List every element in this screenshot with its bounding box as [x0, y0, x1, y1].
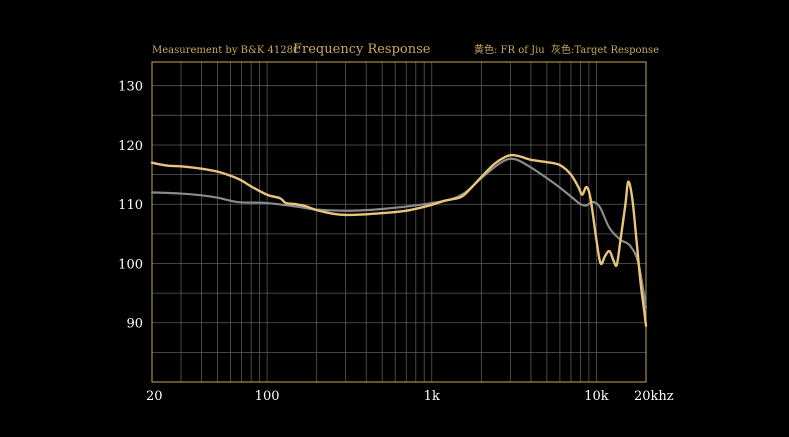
x-tick-label: 100 — [255, 389, 280, 404]
x-tick-label: 20 — [146, 389, 163, 404]
series-line-target-response — [150, 157, 648, 310]
series-group — [150, 153, 648, 327]
y-tick-label: 120 — [118, 139, 143, 154]
x-tick-label: 20khz — [634, 389, 674, 404]
x-tick-label: 10k — [584, 389, 609, 404]
legend-fr-label: 黄色: FR of Jiu — [474, 43, 545, 56]
y-tick-label: 130 — [118, 80, 143, 95]
series-line-fr-of-jiu — [150, 153, 648, 327]
y-tick-label: 90 — [126, 317, 143, 332]
tick-labels: 90 100 110 120 130 20 100 1k 10k 20khz — [118, 80, 674, 404]
plot-frame — [151, 61, 647, 383]
x-tick-label: 1k — [424, 389, 440, 404]
y-tick-label: 110 — [118, 198, 143, 213]
measurement-label: Measurement by B&K 4128C — [152, 45, 301, 56]
grid — [151, 62, 647, 382]
chart-title: Frequency Response — [293, 42, 431, 57]
y-tick-label: 100 — [118, 257, 143, 272]
legend-target-label: 灰色:Target Response — [551, 43, 659, 56]
